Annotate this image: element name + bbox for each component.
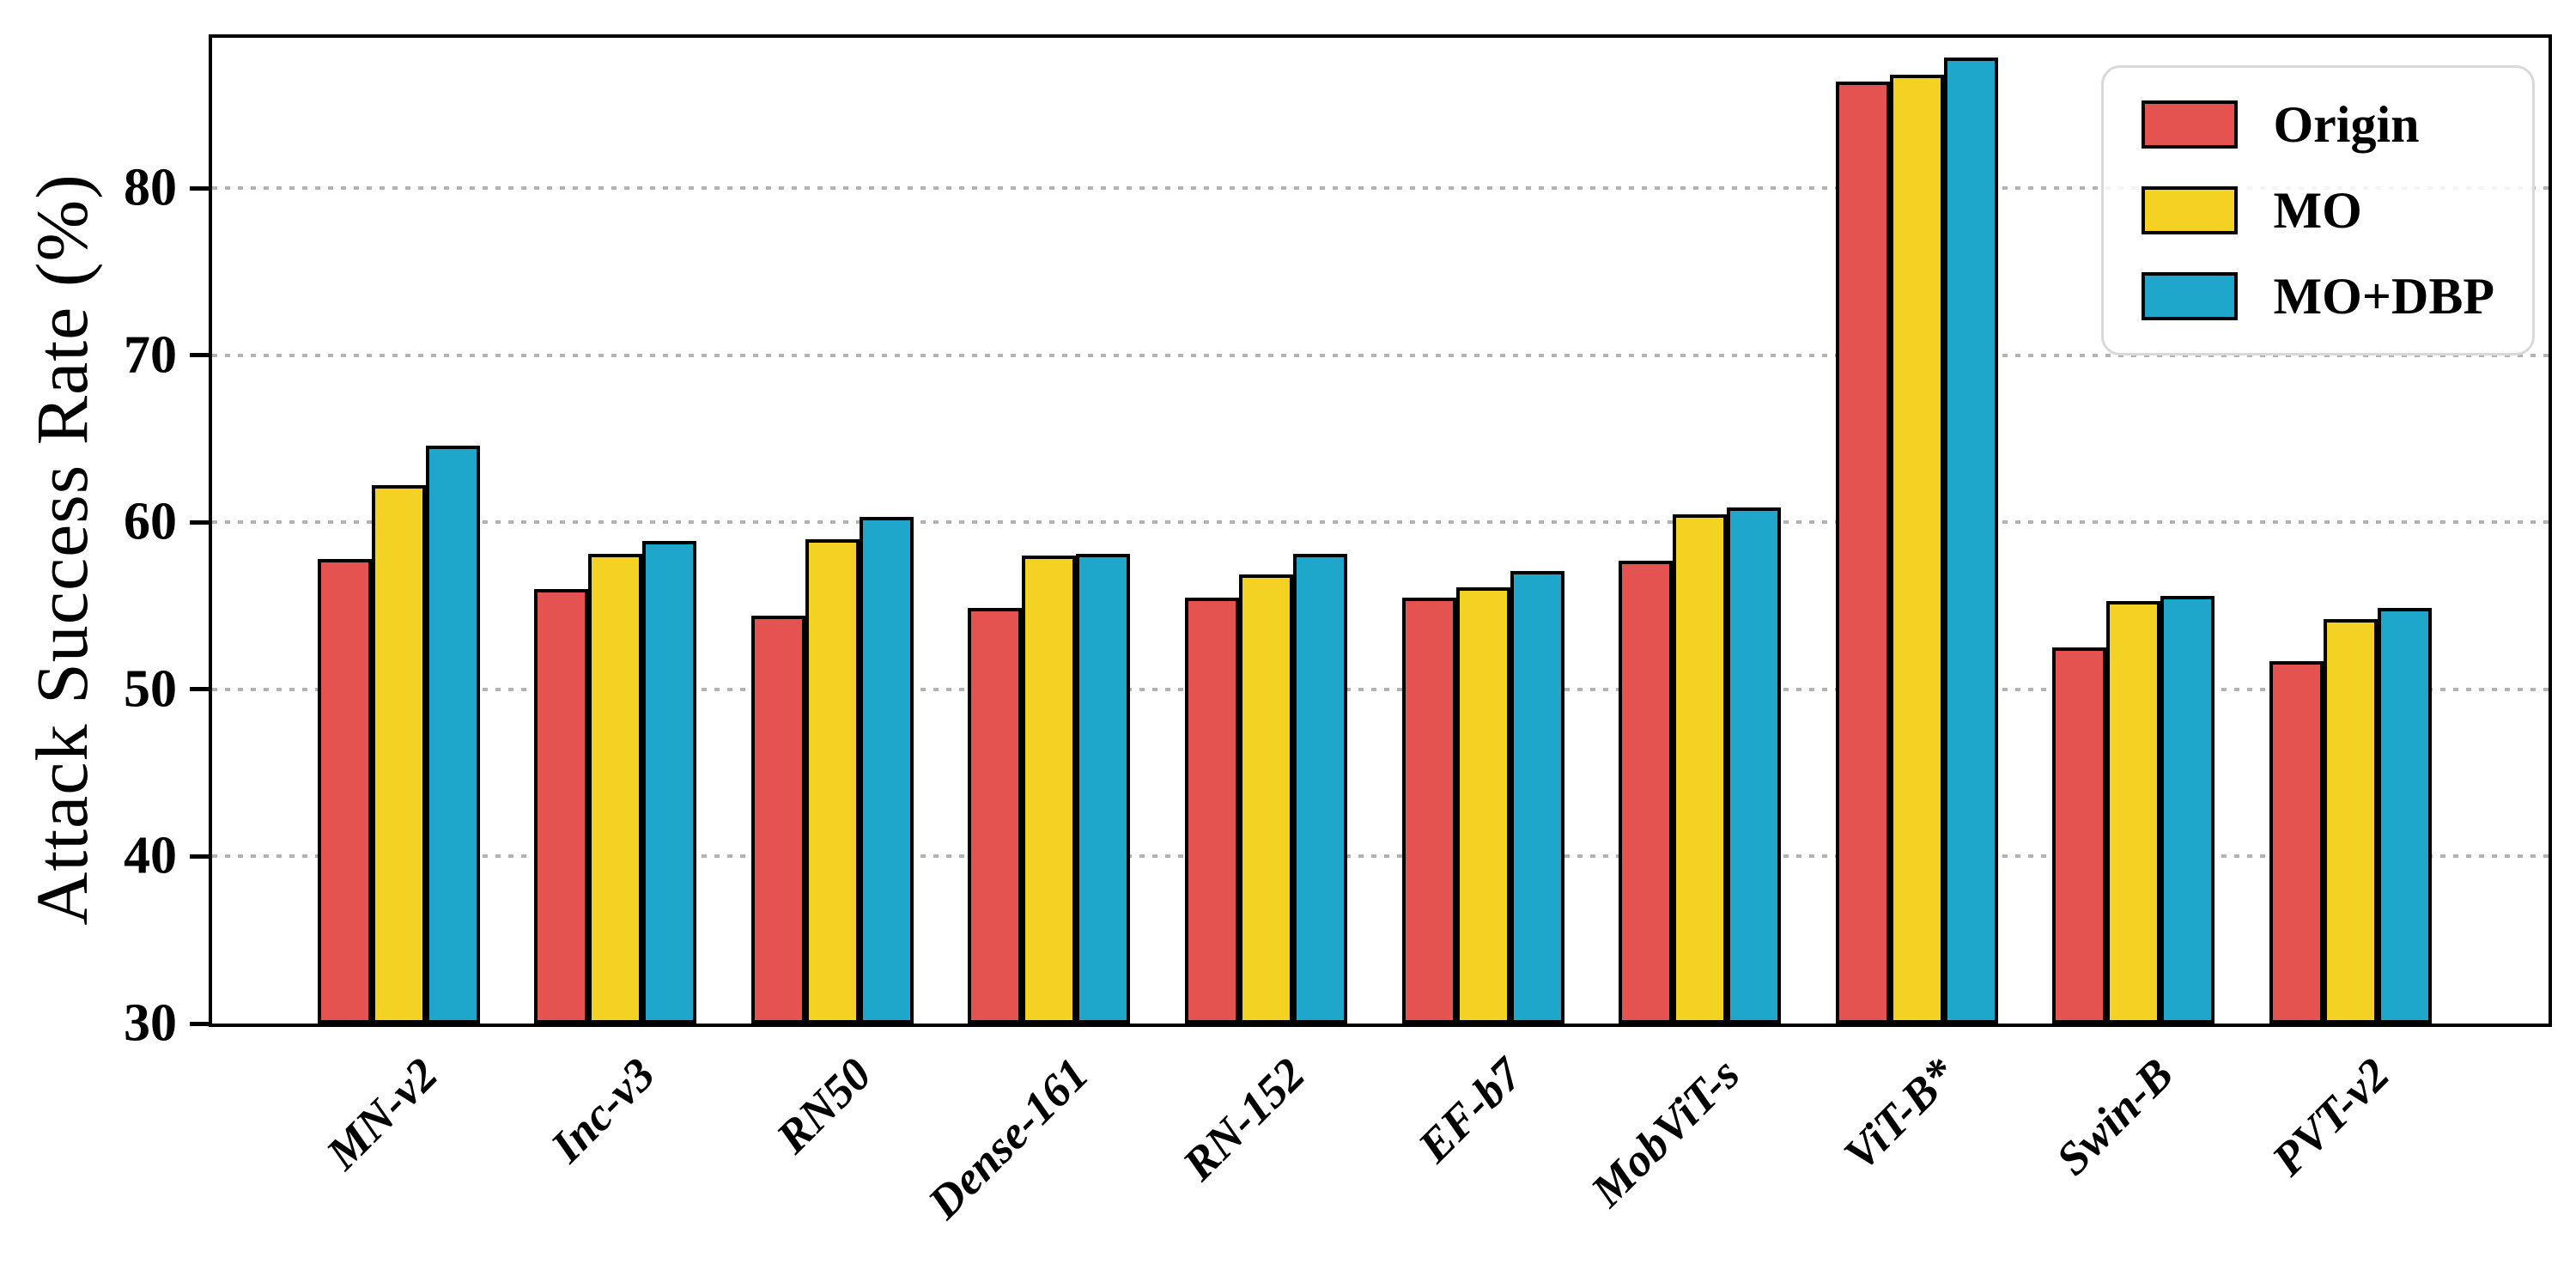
bar-origin-mn-v2	[317, 559, 372, 1024]
bar-mo-dbp-pvt-v2	[2377, 607, 2432, 1024]
bar-origin-mobvit-s	[1619, 561, 1674, 1024]
gridline-40	[212, 854, 2549, 859]
y-tick-label-40: 40	[124, 826, 177, 885]
y-tick-mark-60	[190, 519, 209, 525]
plot-area: Origin MO MO+DBP	[209, 34, 2552, 1027]
bar-mo-dbp-inc-v3	[642, 540, 697, 1024]
bar-mo-mn-v2	[371, 485, 426, 1024]
bar-mo-pvt-v2	[2323, 619, 2378, 1024]
legend-label-origin: Origin	[2273, 96, 2420, 153]
x-tick-label-rn50: RN50	[766, 1048, 882, 1163]
x-tick-label-swin-b: Swin-B	[2045, 1048, 2183, 1185]
legend-swatch-mo-dbp	[2141, 272, 2238, 320]
bar-origin-rn-152	[1184, 597, 1239, 1024]
legend-label-mo: MO	[2273, 182, 2362, 239]
y-tick-mark-70	[190, 353, 209, 358]
gridline-50	[212, 687, 2549, 691]
bar-mo-rn50	[805, 538, 860, 1024]
bar-origin-dense-161	[968, 607, 1023, 1024]
bar-origin-vit-b-	[1835, 81, 1890, 1024]
bar-mo-dbp-rn-152	[1292, 554, 1347, 1024]
y-tick-mark-80	[190, 185, 209, 191]
y-tick-label-80: 80	[124, 158, 177, 217]
bar-origin-rn50	[750, 616, 805, 1024]
legend-swatch-origin	[2141, 100, 2238, 149]
x-tick-label-inc-v3: Inc-v3	[540, 1048, 665, 1172]
y-tick-label-60: 60	[124, 492, 177, 551]
y-tick-mark-30	[190, 1021, 209, 1026]
bar-origin-swin-b	[2052, 647, 2107, 1024]
bar-origin-inc-v3	[534, 589, 589, 1024]
x-tick-label-mobvit-s: MobViT-s	[1580, 1048, 1749, 1217]
x-tick-label-pvt-v2: PVT-v2	[2262, 1048, 2400, 1186]
bar-mo-ef-b7	[1455, 587, 1510, 1024]
y-tick-label-50: 50	[124, 659, 177, 719]
bar-origin-ef-b7	[1401, 597, 1456, 1024]
bar-mo-mobvit-s	[1673, 513, 1728, 1024]
bar-mo-dbp-ef-b7	[1510, 570, 1564, 1024]
bar-mo-dbp-rn50	[859, 517, 914, 1024]
bar-mo-swin-b	[2106, 600, 2161, 1024]
y-tick-label-70: 70	[124, 325, 177, 385]
gridline-60	[212, 520, 2549, 525]
x-tick-label-rn-152: RN-152	[1173, 1048, 1315, 1191]
gridline-80	[212, 186, 2549, 191]
bar-mo-dbp-vit-b-	[1943, 58, 1998, 1024]
y-tick-mark-50	[190, 687, 209, 692]
bar-mo-rn-152	[1238, 574, 1293, 1024]
x-tick-label-vit-b-: ViT-B*	[1833, 1048, 1966, 1181]
gridline-70	[212, 353, 2549, 357]
bar-mo-dbp-mn-v2	[425, 445, 480, 1024]
bar-mo-dbp-mobvit-s	[1727, 507, 1782, 1024]
x-tick-label-dense-161: Dense-161	[917, 1048, 1098, 1229]
legend-label-mo-dbp: MO+DBP	[2273, 268, 2495, 325]
legend-item-mo: MO	[2141, 182, 2495, 239]
bar-mo-dbp-dense-161	[1076, 554, 1131, 1024]
legend: Origin MO MO+DBP	[2100, 65, 2535, 355]
bar-mo-dbp-swin-b	[2160, 595, 2215, 1024]
y-tick-label-30: 30	[124, 993, 177, 1053]
legend-item-origin: Origin	[2141, 96, 2495, 153]
bar-mo-inc-v3	[588, 554, 643, 1024]
legend-swatch-mo	[2141, 186, 2238, 234]
x-tick-label-mn-v2: MN-v2	[316, 1048, 448, 1180]
bar-origin-pvt-v2	[2269, 660, 2324, 1024]
legend-item-mo-dbp: MO+DBP	[2141, 268, 2495, 325]
bar-mo-dense-161	[1022, 556, 1077, 1024]
y-tick-mark-40	[190, 854, 209, 859]
x-tick-label-ef-b7: EF-b7	[1407, 1048, 1533, 1172]
bar-mo-vit-b-	[1889, 74, 1944, 1024]
